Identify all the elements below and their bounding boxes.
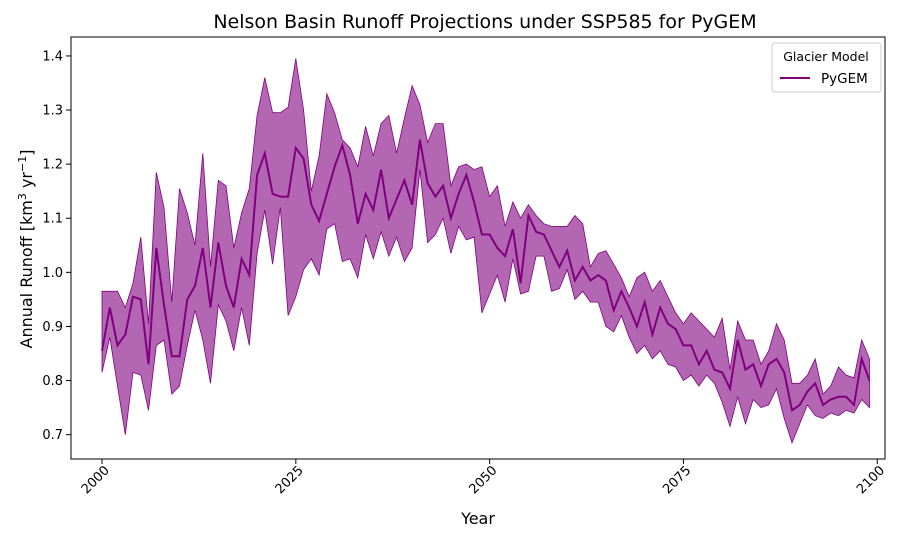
y-label-exp-2: −1	[16, 156, 29, 172]
y-axis-label: Annual Runoff [km3 yr−1]	[16, 150, 36, 349]
y-tick-label: 1.3	[42, 104, 63, 119]
y-tick-label: 1.0	[42, 266, 63, 281]
legend-box	[771, 42, 882, 93]
legend: Glacier Model PyGEM	[771, 42, 882, 93]
y-tick-label: 1.2	[42, 158, 63, 173]
chart-title: Nelson Basin Runoff Projections under SS…	[213, 11, 756, 33]
x-tick-label: 2050	[466, 463, 500, 497]
x-tick-label: 2000	[79, 463, 113, 497]
plot-area	[101, 58, 871, 444]
y-label-middle: yr	[17, 172, 36, 194]
x-axis-ticks: 2000 2025 2050 2075 2100	[79, 459, 888, 497]
series-line-pygem	[101, 139, 871, 412]
y-tick-label: 1.4	[42, 49, 63, 64]
y-tick-label: 0.9	[42, 320, 63, 335]
x-tick-label: 2075	[660, 463, 694, 497]
y-label-prefix: Annual Runoff [km	[17, 200, 36, 348]
x-tick-label: 2025	[273, 463, 307, 497]
y-tick-label: 1.1	[42, 212, 63, 227]
y-axis-ticks: 0.7 0.8 0.9 1.0 1.1 1.2 1.3 1.4	[42, 49, 71, 443]
x-axis-label: Year	[460, 509, 495, 528]
y-tick-label: 0.7	[42, 428, 63, 443]
y-tick-label: 0.8	[42, 374, 63, 389]
legend-title: Glacier Model	[783, 49, 869, 64]
plot-frame	[70, 36, 886, 460]
y-label-exp-1: 3	[16, 193, 29, 200]
y-label-suffix: ]	[17, 150, 36, 156]
x-tick-label: 2100	[854, 463, 888, 497]
legend-label-pygem: PyGEM	[821, 71, 868, 87]
